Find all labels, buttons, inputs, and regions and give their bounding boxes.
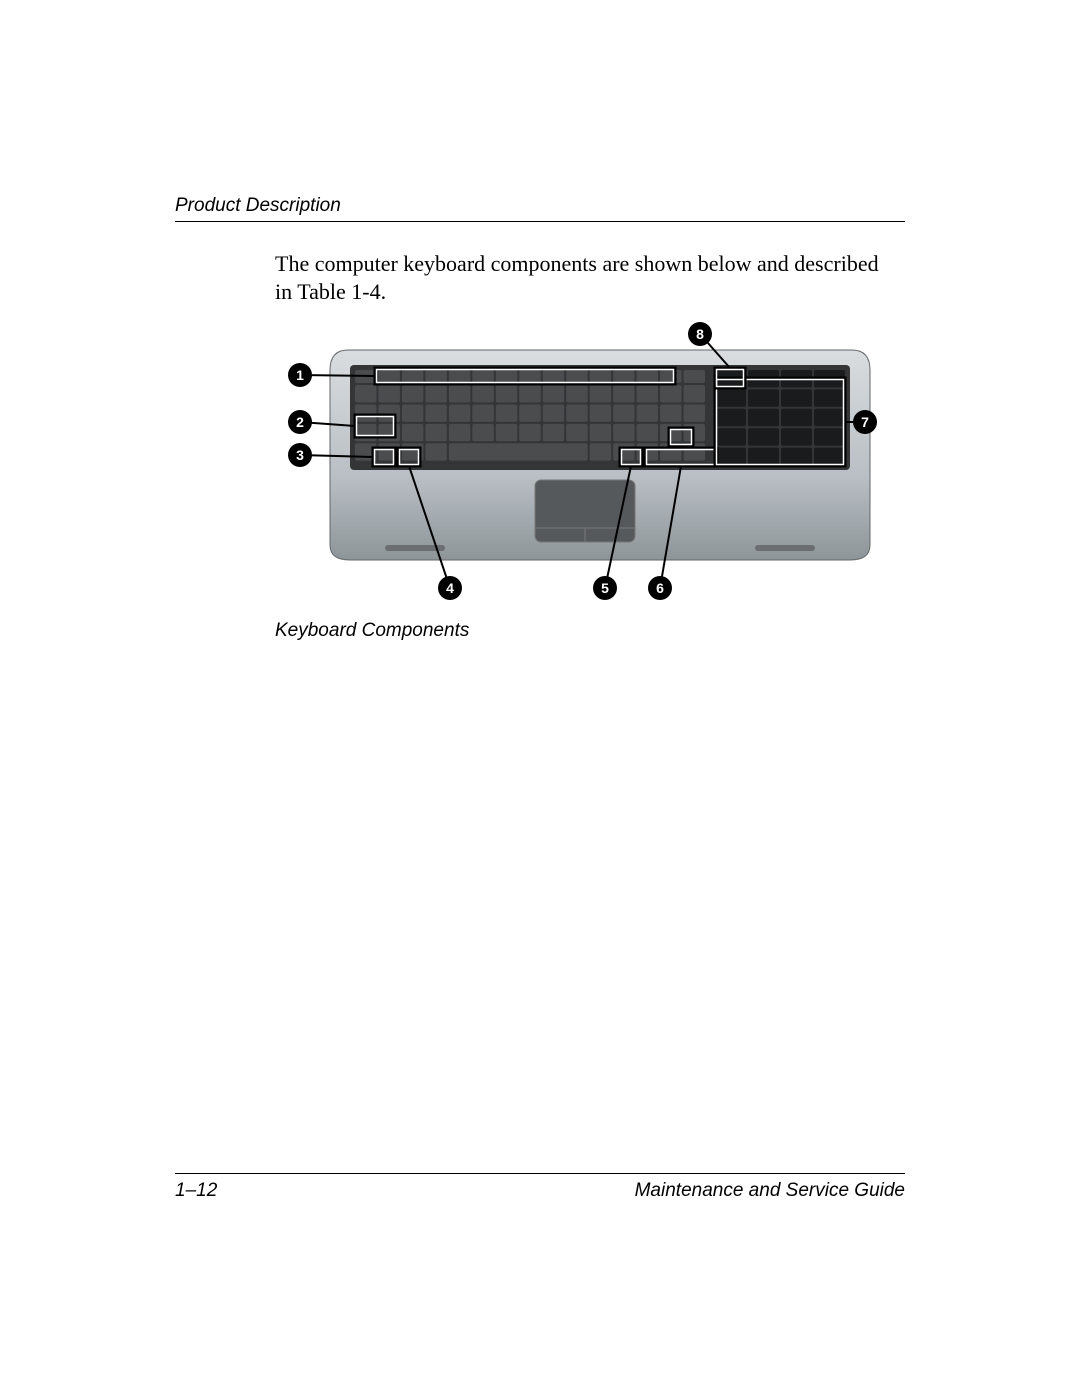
- svg-text:3: 3: [296, 447, 304, 463]
- page-header: Product Description: [175, 195, 905, 222]
- doc-title: Maintenance and Service Guide: [635, 1180, 905, 1202]
- svg-text:1: 1: [296, 367, 304, 383]
- keyboard-figure: 1 2 3 4 5 6 7 8: [275, 320, 880, 605]
- footer-rule: [175, 1173, 905, 1174]
- svg-text:6: 6: [656, 580, 664, 596]
- page-number: 1–12: [175, 1180, 217, 1202]
- svg-text:4: 4: [446, 580, 454, 596]
- header-rule: [175, 221, 905, 222]
- section-label: Product Description: [175, 195, 905, 217]
- keyboard-svg: 1 2 3 4 5 6 7 8: [275, 320, 880, 605]
- page-footer: 1–12 Maintenance and Service Guide: [175, 1173, 905, 1202]
- svg-text:7: 7: [861, 414, 869, 430]
- figure-caption: Keyboard Components: [275, 620, 469, 642]
- footer-row: 1–12 Maintenance and Service Guide: [175, 1180, 905, 1202]
- intro-paragraph: The computer keyboard components are sho…: [275, 250, 885, 305]
- document-page: Product Description The computer keyboar…: [0, 0, 1080, 1397]
- svg-text:2: 2: [296, 414, 304, 430]
- svg-text:8: 8: [696, 326, 704, 342]
- svg-text:5: 5: [601, 580, 609, 596]
